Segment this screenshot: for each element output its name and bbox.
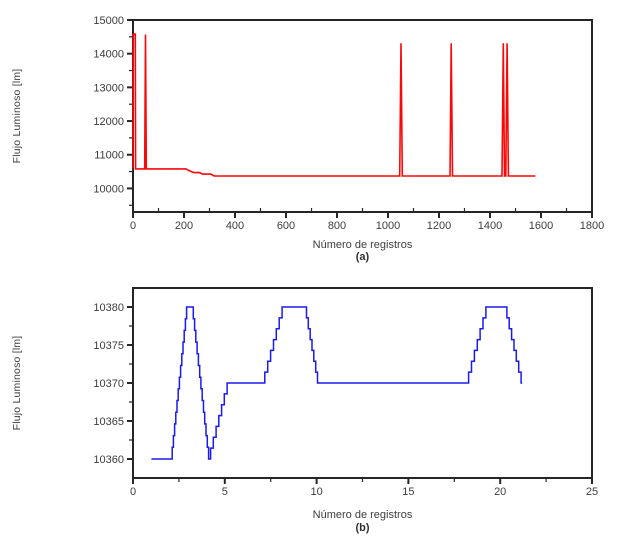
svg-text:10380: 10380 <box>93 302 124 314</box>
svg-text:1600: 1600 <box>529 220 553 232</box>
svg-text:1800: 1800 <box>580 220 604 232</box>
chart-b-x-axis-label: Número de registros <box>312 509 413 521</box>
chart-a: 0 200 400 600 800 1000 1200 1400 1600 1800 10000 11… <box>11 15 604 263</box>
svg-text:5: 5 <box>222 486 228 498</box>
svg-text:1200: 1200 <box>427 220 451 232</box>
chart-b-y-axis-label: Flujo Luminoso [lm] <box>11 335 23 431</box>
svg-text:10: 10 <box>310 486 322 498</box>
svg-text:15: 15 <box>402 486 414 498</box>
chart-a-caption: (a) <box>355 251 370 263</box>
svg-text:12000: 12000 <box>93 116 124 128</box>
chart-b-caption: (b) <box>355 522 370 534</box>
svg-text:1400: 1400 <box>478 220 502 232</box>
svg-text:13000: 13000 <box>93 82 124 94</box>
svg-text:200: 200 <box>175 220 193 232</box>
svg-text:10000: 10000 <box>93 183 124 195</box>
svg-text:800: 800 <box>328 220 346 232</box>
chart-a-plot-area: 0 200 400 600 800 1000 1200 1400 1600 1800 10000 11… <box>93 15 604 232</box>
chart-a-y-axis-label: Flujo Luminoso [lm] <box>11 68 23 164</box>
chart-a-x-axis-label: Número de registros <box>312 239 413 251</box>
chart-b-plot-area: 0 5 10 15 20 25 10360 10365 10370 10375 10380 <box>93 287 598 498</box>
svg-text:10375: 10375 <box>93 340 124 352</box>
svg-text:10370: 10370 <box>93 378 124 390</box>
svg-text:400: 400 <box>226 220 244 232</box>
chart-b: 0 5 10 15 20 25 10360 10365 10370 10375 10380 Fluj… <box>0 275 634 550</box>
svg-text:0: 0 <box>130 220 136 232</box>
svg-text:20: 20 <box>494 486 506 498</box>
svg-text:11000: 11000 <box>94 150 124 162</box>
svg-text:1000: 1000 <box>376 220 400 232</box>
svg-text:14000: 14000 <box>93 49 124 61</box>
svg-text:15000: 15000 <box>93 15 124 27</box>
svg-text:10360: 10360 <box>93 454 124 466</box>
svg-text:600: 600 <box>277 220 295 232</box>
svg-text:25: 25 <box>586 486 598 498</box>
svg-text:0: 0 <box>130 486 136 498</box>
svg-text:10365: 10365 <box>93 416 124 428</box>
